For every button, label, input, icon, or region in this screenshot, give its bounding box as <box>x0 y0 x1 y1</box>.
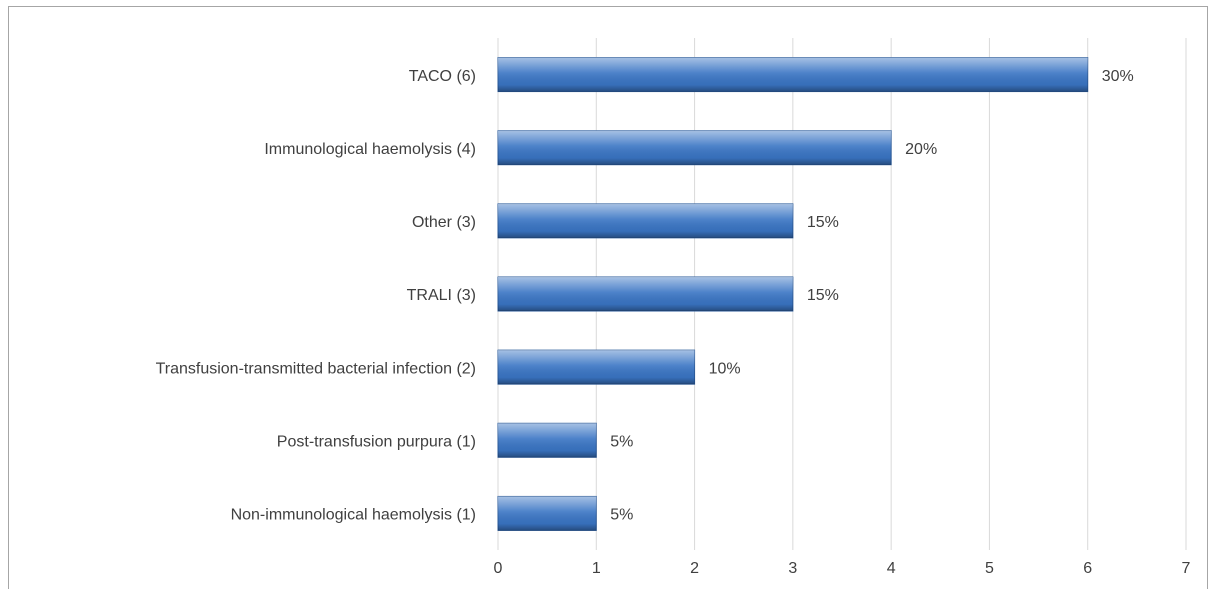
bar-group <box>497 349 696 385</box>
data-label: 30% <box>1102 68 1134 85</box>
chart-frame <box>8 6 1208 589</box>
y-tick-label: Immunological haemolysis (4) <box>264 141 476 158</box>
data-label: 5% <box>610 434 633 451</box>
x-tick-label: 5 <box>985 560 994 577</box>
bar-shine <box>498 130 892 165</box>
data-label: 15% <box>807 287 839 304</box>
x-tick-label: 1 <box>592 560 601 577</box>
y-tick-label: Transfusion-transmitted bacterial infect… <box>156 360 476 377</box>
data-label: 5% <box>610 507 633 524</box>
bar-shine <box>498 350 695 385</box>
x-tick-label: 2 <box>690 560 699 577</box>
bar-group <box>497 57 1089 93</box>
data-label: 20% <box>905 141 937 158</box>
bar-group <box>497 422 597 458</box>
bar-shine <box>498 277 793 311</box>
bar-group <box>497 495 597 531</box>
bar-shine <box>498 496 597 531</box>
y-tick-label: Non-immunological haemolysis (1) <box>231 507 476 524</box>
x-tick-label: 3 <box>788 560 797 577</box>
bar-group <box>497 276 794 312</box>
data-label: 15% <box>807 214 839 231</box>
bar-shine <box>498 203 793 238</box>
bar-group <box>497 203 794 239</box>
y-tick-label: TRALI (3) <box>407 287 476 304</box>
y-tick-label: Other (3) <box>412 214 476 231</box>
x-tick-label: 4 <box>887 560 896 577</box>
x-tick-label: 0 <box>494 560 503 577</box>
y-tick-label: TACO (6) <box>409 68 476 85</box>
bar-shine <box>498 423 597 458</box>
x-tick-label: 7 <box>1182 560 1191 577</box>
x-tick-label: 6 <box>1083 560 1092 577</box>
y-tick-label: Post-transfusion purpura (1) <box>277 434 476 451</box>
bar-group <box>497 130 892 166</box>
data-label: 10% <box>709 360 741 377</box>
bar-shine <box>498 57 1088 92</box>
